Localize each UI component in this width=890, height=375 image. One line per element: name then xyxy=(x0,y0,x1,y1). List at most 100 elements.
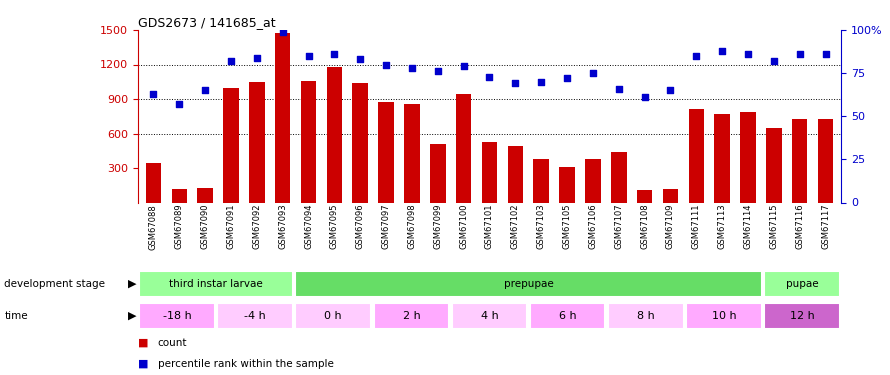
Bar xyxy=(530,303,605,329)
Text: ▶: ▶ xyxy=(127,311,136,321)
Point xyxy=(560,75,574,81)
Text: prepupae: prepupae xyxy=(504,279,554,289)
Bar xyxy=(404,104,420,202)
Text: GSM67092: GSM67092 xyxy=(253,204,262,249)
Bar xyxy=(172,189,187,202)
Bar xyxy=(637,190,652,202)
Text: GSM67096: GSM67096 xyxy=(356,204,365,249)
Bar xyxy=(295,271,762,297)
Point xyxy=(224,58,239,64)
Text: GSM67100: GSM67100 xyxy=(459,204,468,249)
Bar xyxy=(765,271,840,297)
Text: GSM67103: GSM67103 xyxy=(537,204,546,249)
Point xyxy=(611,86,626,92)
Text: GSM67116: GSM67116 xyxy=(795,204,805,249)
Bar xyxy=(740,112,756,202)
Text: 10 h: 10 h xyxy=(711,311,736,321)
Text: GSM67098: GSM67098 xyxy=(408,204,417,249)
Text: ▶: ▶ xyxy=(127,279,136,289)
Point xyxy=(405,65,419,71)
Text: percentile rank within the sample: percentile rank within the sample xyxy=(158,359,334,369)
Text: GSM67093: GSM67093 xyxy=(279,204,287,249)
Text: 4 h: 4 h xyxy=(481,311,498,321)
Bar xyxy=(456,94,472,202)
Bar xyxy=(715,114,730,202)
Bar xyxy=(301,81,316,203)
Text: GSM67099: GSM67099 xyxy=(433,204,442,249)
Bar xyxy=(327,68,342,203)
Bar xyxy=(766,128,781,202)
Point xyxy=(328,51,342,57)
Bar xyxy=(275,33,290,203)
Text: GSM67102: GSM67102 xyxy=(511,204,520,249)
Bar xyxy=(249,82,264,203)
Text: -18 h: -18 h xyxy=(163,311,191,321)
Bar xyxy=(481,141,498,202)
Text: GSM67088: GSM67088 xyxy=(149,204,158,250)
Text: GSM67113: GSM67113 xyxy=(717,204,726,249)
Text: 8 h: 8 h xyxy=(637,311,655,321)
Bar xyxy=(352,84,368,203)
Bar xyxy=(689,110,704,202)
Point xyxy=(715,48,729,54)
Text: pupae: pupae xyxy=(786,279,818,289)
Point xyxy=(740,51,755,57)
Bar xyxy=(792,118,807,202)
Bar xyxy=(139,303,214,329)
Point xyxy=(766,58,781,64)
Text: count: count xyxy=(158,338,187,348)
Point xyxy=(431,68,445,74)
Text: time: time xyxy=(4,311,28,321)
Point xyxy=(276,29,290,35)
Bar xyxy=(139,271,293,297)
Text: GSM67094: GSM67094 xyxy=(304,204,313,249)
Bar xyxy=(198,188,213,202)
Bar xyxy=(686,303,762,329)
Point xyxy=(482,74,497,80)
Text: -4 h: -4 h xyxy=(244,311,266,321)
Text: 6 h: 6 h xyxy=(559,311,577,321)
Text: GSM67109: GSM67109 xyxy=(666,204,675,249)
Point xyxy=(534,79,548,85)
Point xyxy=(689,53,703,59)
Bar xyxy=(223,87,239,202)
Point xyxy=(819,51,833,57)
Text: 0 h: 0 h xyxy=(325,311,342,321)
Text: third instar larvae: third instar larvae xyxy=(169,279,263,289)
Text: GSM67101: GSM67101 xyxy=(485,204,494,249)
Point xyxy=(250,55,264,61)
Text: 12 h: 12 h xyxy=(789,311,814,321)
Point xyxy=(146,91,160,97)
Text: GSM67090: GSM67090 xyxy=(200,204,210,249)
Bar xyxy=(663,189,678,202)
Text: GSM67089: GSM67089 xyxy=(174,204,184,249)
Text: GSM67091: GSM67091 xyxy=(227,204,236,249)
Point xyxy=(172,101,186,107)
Text: ■: ■ xyxy=(138,338,149,348)
Bar xyxy=(217,303,293,329)
Bar xyxy=(608,303,684,329)
Bar xyxy=(585,159,601,203)
Text: GSM67114: GSM67114 xyxy=(743,204,752,249)
Text: development stage: development stage xyxy=(4,279,105,289)
Bar xyxy=(452,303,527,329)
Point xyxy=(663,87,677,93)
Text: GSM67115: GSM67115 xyxy=(769,204,779,249)
Bar xyxy=(818,118,833,202)
Text: GSM67105: GSM67105 xyxy=(562,204,571,249)
Bar xyxy=(374,303,449,329)
Bar xyxy=(378,102,394,202)
Point xyxy=(379,62,393,68)
Point xyxy=(457,63,471,69)
Bar xyxy=(430,144,446,202)
Text: ■: ■ xyxy=(138,359,149,369)
Point xyxy=(793,51,807,57)
Point xyxy=(198,87,213,93)
Bar xyxy=(146,164,161,202)
Text: GSM67111: GSM67111 xyxy=(692,204,700,249)
Text: 2 h: 2 h xyxy=(402,311,420,321)
Text: GSM67095: GSM67095 xyxy=(330,204,339,249)
Text: GDS2673 / 141685_at: GDS2673 / 141685_at xyxy=(138,16,276,29)
Point xyxy=(586,70,600,76)
Bar xyxy=(559,167,575,202)
